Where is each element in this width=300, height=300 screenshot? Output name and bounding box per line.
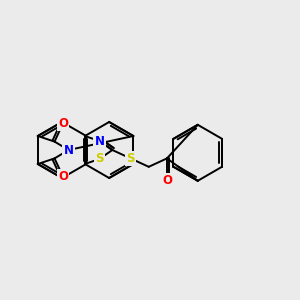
Text: S: S	[95, 152, 104, 166]
Text: O: O	[58, 117, 68, 130]
Text: O: O	[162, 174, 172, 187]
Text: O: O	[58, 170, 68, 183]
Text: N: N	[94, 134, 104, 148]
Text: N: N	[64, 143, 74, 157]
Text: S: S	[126, 152, 135, 165]
